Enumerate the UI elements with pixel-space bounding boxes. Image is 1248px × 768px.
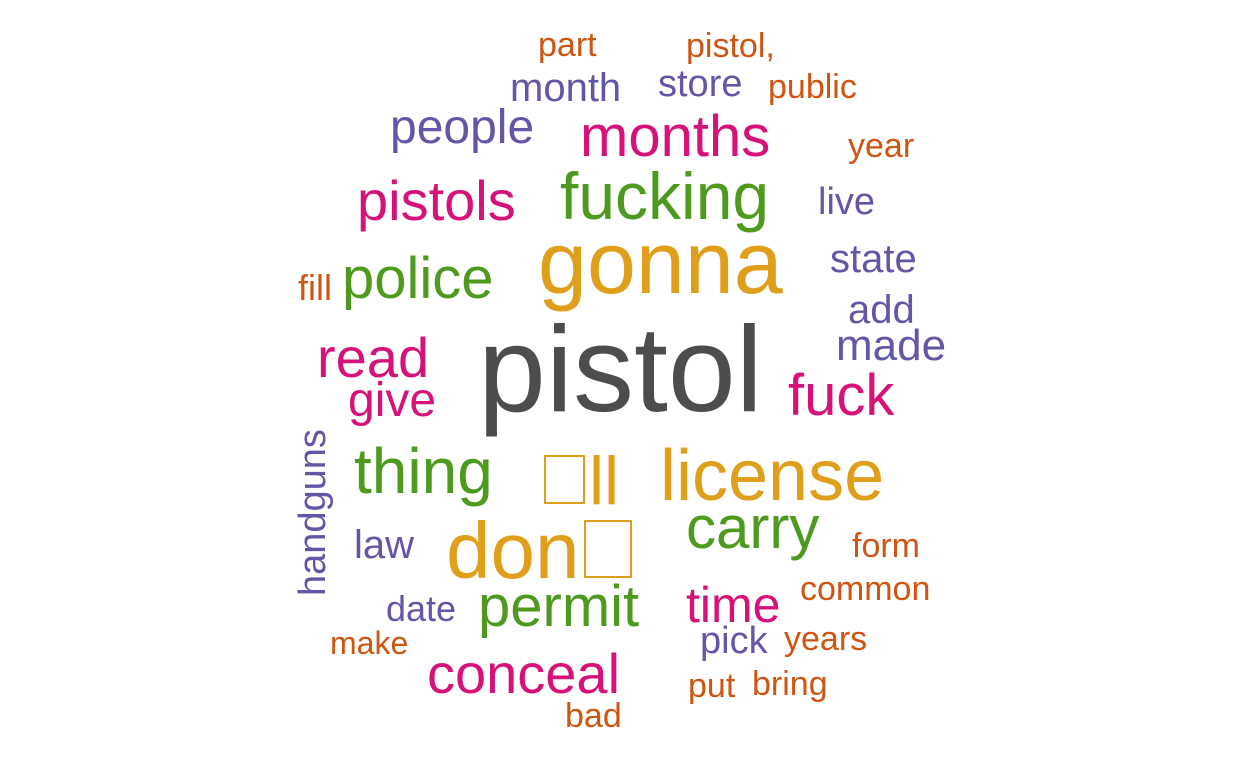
word-time: time (686, 580, 780, 630)
word-fucking: fucking (560, 163, 769, 229)
word-form: form (852, 529, 920, 563)
word-made: made (836, 324, 946, 368)
word-pick: pick (700, 622, 768, 660)
word-handguns: handguns (291, 429, 334, 596)
word-give: give (348, 373, 437, 427)
word-text: give (348, 373, 437, 427)
word-permit: permit (478, 577, 639, 636)
word-thing: thing (354, 439, 493, 503)
word-text: live (818, 180, 876, 223)
word-public: public (768, 70, 857, 104)
word-pistol-comma: pistol, (686, 29, 775, 63)
word-read: read (317, 329, 429, 386)
word-text: year (848, 127, 915, 166)
word-text: made (836, 321, 947, 371)
word-text: part (538, 26, 597, 65)
word-carry: carry (686, 498, 819, 558)
word-text: put (688, 667, 736, 706)
missing-glyph-box (544, 454, 585, 504)
word-text: pick (700, 619, 768, 662)
word-text: handguns (291, 429, 334, 596)
missing-glyph-box (584, 520, 633, 578)
word-text: don (446, 506, 580, 595)
word-common: common (800, 572, 930, 606)
word-text: people (390, 100, 535, 154)
word-license: license (660, 440, 884, 512)
word-text: ll (588, 442, 620, 519)
word-text: pistol (478, 301, 763, 438)
word-text: time (686, 577, 781, 633)
word-text: month (510, 66, 622, 110)
word-text: carry (686, 494, 820, 561)
word-text: store (658, 62, 743, 105)
word-don: don (446, 511, 637, 591)
word-make: make (330, 627, 408, 659)
word-put: put (688, 669, 735, 703)
word-date: date (386, 587, 457, 629)
word-text: permit (478, 573, 640, 639)
word-fill: fill (298, 266, 332, 308)
word-text: add (848, 288, 915, 332)
word-text: make (330, 625, 409, 662)
word-text: months (580, 103, 771, 169)
word-text: state (830, 237, 917, 281)
word-text: gonna (538, 212, 783, 312)
word-state: state (830, 239, 917, 279)
word-text: fill (298, 266, 332, 308)
word-text: law (354, 523, 415, 567)
word-live: live (818, 183, 875, 221)
word-text: police (342, 245, 494, 311)
word-add: add (848, 290, 915, 330)
word-bad: bad (565, 699, 622, 733)
word-text: public (768, 68, 857, 107)
word-text: thing (354, 435, 493, 508)
word-text: bring (752, 665, 828, 704)
word-text: date (386, 587, 457, 629)
word-text: years (784, 620, 868, 659)
word-text: read (317, 325, 430, 389)
word-law: law (354, 525, 414, 565)
word-months: months (580, 107, 770, 166)
word-police: police (342, 249, 494, 308)
word-pistols: pistols (357, 172, 516, 229)
word-text: license (660, 436, 885, 517)
word-part: part (538, 28, 597, 62)
word-text: common (800, 570, 931, 609)
word-bring: bring (752, 667, 828, 701)
word-people: people (390, 100, 535, 154)
word-year: year (848, 129, 914, 163)
word-text: bad (565, 697, 622, 736)
word-conceal: conceal (427, 645, 620, 702)
word-pistol: pistol (478, 308, 763, 430)
word-gonna: gonna (538, 218, 783, 307)
word-ll: ll (540, 447, 619, 515)
word-text: fucking (560, 158, 770, 233)
word-text: pistols (357, 168, 516, 232)
word-month: month (510, 68, 621, 108)
word-text: form (852, 527, 920, 566)
word-text: pistol, (686, 27, 775, 66)
word-text: conceal (427, 641, 621, 705)
word-fuck: fuck (788, 366, 894, 425)
word-text: fuck (788, 362, 895, 428)
word-store: store (658, 65, 742, 103)
word-years: years (784, 622, 867, 656)
